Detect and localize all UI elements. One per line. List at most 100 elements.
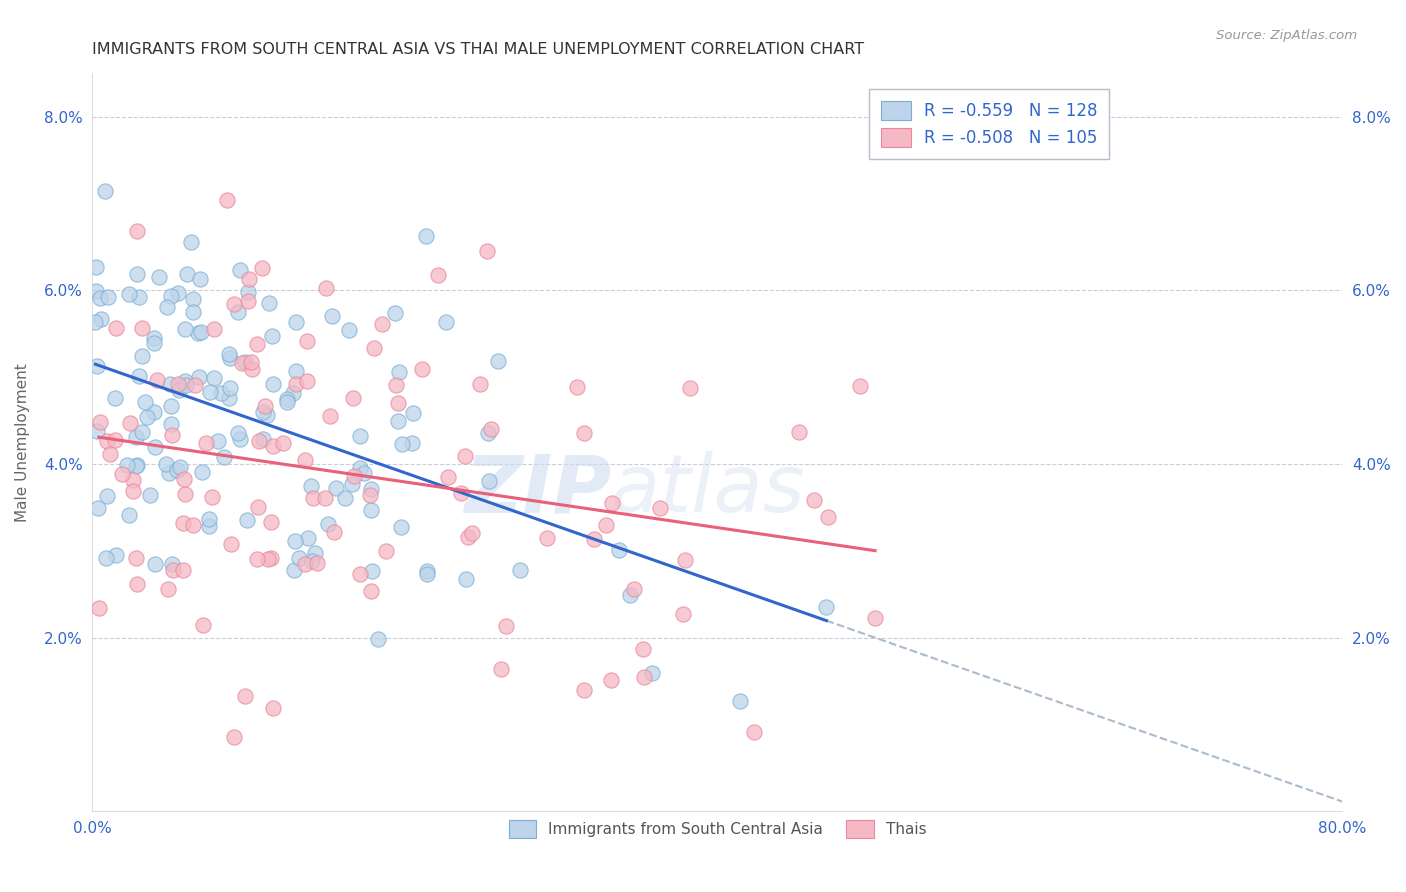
Point — [349, 429, 371, 443]
Point — [212, 450, 235, 465]
Point — [283, 533, 305, 548]
Point — [155, 457, 177, 471]
Point — [454, 449, 477, 463]
Point — [233, 355, 256, 369]
Legend: Immigrants from South Central Asia, Thais: Immigrants from South Central Asia, Thai… — [502, 814, 932, 844]
Point — [222, 297, 245, 311]
Point — [565, 380, 588, 394]
Point — [307, 556, 329, 570]
Point — [218, 381, 240, 395]
Point — [143, 558, 166, 572]
Point — [402, 406, 425, 420]
Point — [301, 554, 323, 568]
Point — [470, 377, 492, 392]
Point — [125, 577, 148, 591]
Point — [325, 481, 347, 495]
Point — [111, 467, 134, 481]
Point — [131, 425, 153, 439]
Point — [245, 552, 267, 566]
Point — [136, 409, 159, 424]
Point — [318, 409, 340, 423]
Point — [236, 285, 259, 299]
Point — [253, 400, 276, 414]
Point — [169, 459, 191, 474]
Point — [209, 385, 232, 400]
Point — [87, 600, 110, 615]
Point — [461, 525, 484, 540]
Point — [157, 466, 180, 480]
Point — [238, 272, 260, 286]
Point — [118, 508, 141, 523]
Point — [233, 689, 256, 703]
Point — [262, 701, 284, 715]
Point — [246, 336, 269, 351]
Point — [105, 321, 128, 335]
Point — [96, 434, 118, 448]
Point — [89, 291, 111, 305]
Point — [94, 184, 117, 198]
Point — [509, 563, 531, 577]
Point — [183, 292, 205, 306]
Point — [477, 425, 499, 440]
Point — [207, 434, 229, 448]
Point — [218, 391, 240, 405]
Point — [96, 489, 118, 503]
Point — [787, 425, 810, 439]
Point — [260, 551, 283, 566]
Point — [416, 567, 439, 582]
Point — [384, 378, 406, 392]
Point — [118, 287, 141, 301]
Point — [229, 263, 252, 277]
Point — [297, 531, 319, 545]
Point — [86, 424, 108, 438]
Point — [284, 315, 307, 329]
Point — [250, 260, 273, 275]
Point — [437, 470, 460, 484]
Point — [315, 281, 337, 295]
Point — [679, 381, 702, 395]
Point — [360, 583, 382, 598]
Point — [299, 479, 322, 493]
Point — [276, 392, 298, 406]
Point — [131, 349, 153, 363]
Point — [131, 321, 153, 335]
Point — [633, 670, 655, 684]
Point — [281, 385, 304, 400]
Point — [229, 432, 252, 446]
Point — [159, 377, 181, 392]
Point — [641, 665, 664, 680]
Point — [228, 425, 250, 440]
Point — [359, 488, 381, 502]
Point — [160, 289, 183, 303]
Point — [117, 458, 139, 472]
Point — [218, 347, 240, 361]
Point — [321, 309, 343, 323]
Point — [191, 465, 214, 479]
Point — [434, 315, 457, 329]
Point — [96, 551, 118, 566]
Point — [142, 405, 165, 419]
Point — [145, 373, 167, 387]
Point — [288, 550, 311, 565]
Point — [342, 391, 364, 405]
Point — [486, 353, 509, 368]
Point — [198, 512, 221, 526]
Point — [236, 513, 259, 527]
Point — [247, 434, 270, 449]
Point — [167, 383, 190, 397]
Point — [143, 335, 166, 350]
Point — [252, 405, 274, 419]
Point — [90, 312, 112, 326]
Point — [609, 542, 631, 557]
Point — [198, 519, 221, 533]
Point — [427, 268, 450, 282]
Point — [160, 399, 183, 413]
Point — [314, 491, 336, 505]
Point — [128, 368, 150, 383]
Text: atlas: atlas — [612, 451, 806, 529]
Point — [479, 422, 502, 436]
Point — [173, 472, 195, 486]
Point — [187, 370, 209, 384]
Point — [128, 290, 150, 304]
Point — [125, 224, 148, 238]
